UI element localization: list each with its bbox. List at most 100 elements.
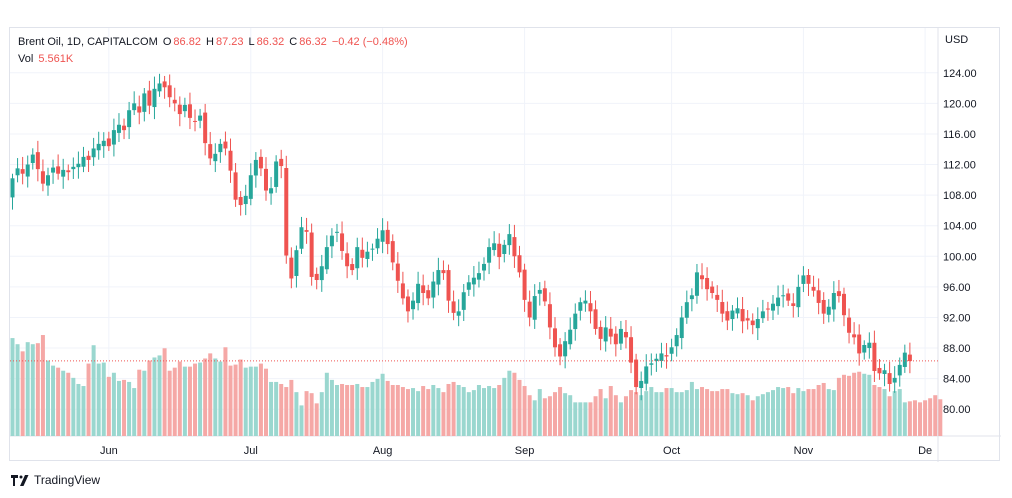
volume-bar bbox=[61, 370, 66, 436]
y-tick-label: 100.00 bbox=[943, 251, 977, 263]
volume-label: Vol bbox=[18, 53, 34, 65]
candle-body bbox=[340, 233, 345, 251]
volume-bar bbox=[532, 400, 537, 436]
candle-body bbox=[319, 266, 324, 281]
candle-body bbox=[826, 306, 831, 315]
candle-body bbox=[213, 153, 218, 162]
candle-body bbox=[142, 93, 147, 112]
volume-bar bbox=[238, 359, 243, 436]
candle-body bbox=[502, 244, 507, 255]
candle-body bbox=[669, 347, 674, 354]
candle-body bbox=[451, 301, 456, 313]
volume-bar bbox=[51, 365, 56, 436]
tradingview-attribution[interactable]: TradingView bbox=[11, 473, 100, 487]
candle-body bbox=[476, 273, 481, 280]
x-tick-label: Aug bbox=[373, 445, 393, 457]
candle-body bbox=[294, 250, 299, 276]
y-tick-label: 116.00 bbox=[943, 129, 976, 141]
volume-bar bbox=[634, 392, 639, 436]
volume-bar bbox=[821, 382, 826, 436]
volume-bar bbox=[720, 389, 725, 436]
volume-bar bbox=[552, 392, 557, 436]
candle-body bbox=[390, 241, 395, 263]
close-label: C bbox=[289, 36, 298, 48]
volume-bar bbox=[355, 383, 360, 436]
candle-body bbox=[547, 304, 552, 328]
volume-bar bbox=[497, 385, 502, 436]
tradingview-logo-icon bbox=[11, 474, 29, 486]
candle-body bbox=[689, 295, 694, 300]
volume-bar bbox=[370, 381, 375, 436]
volume-bar bbox=[390, 385, 395, 436]
x-tick-label: De bbox=[918, 445, 932, 457]
volume-bar bbox=[710, 391, 715, 436]
candle-body bbox=[578, 302, 583, 311]
volume-bar bbox=[796, 388, 801, 436]
candle-body bbox=[760, 311, 765, 319]
volume-bar bbox=[623, 396, 628, 436]
volume-bar bbox=[603, 398, 608, 436]
volume-bar bbox=[644, 391, 649, 436]
candle-body bbox=[674, 335, 679, 347]
volume-bar bbox=[137, 369, 142, 436]
volume-bar bbox=[10, 338, 15, 436]
volume-bar bbox=[400, 387, 405, 436]
volume-bar bbox=[897, 389, 902, 436]
candle-body bbox=[659, 353, 664, 362]
candle-body bbox=[568, 329, 573, 345]
volume-bar bbox=[426, 389, 431, 436]
candle-body bbox=[96, 143, 101, 151]
candle-body bbox=[71, 166, 76, 170]
volume-bar bbox=[172, 367, 177, 436]
volume-bar bbox=[887, 396, 892, 436]
volume-bar bbox=[608, 386, 613, 436]
candle-body bbox=[776, 297, 781, 307]
candle-body bbox=[15, 168, 20, 176]
candle-body bbox=[421, 285, 426, 293]
volume-bar bbox=[735, 394, 740, 436]
volume-bar bbox=[654, 392, 659, 436]
candle-body bbox=[147, 90, 152, 106]
candle-body bbox=[436, 270, 441, 285]
candle-body bbox=[172, 99, 177, 104]
volume-bar bbox=[451, 381, 456, 436]
candlestick-chart[interactable]: 124.00 120.00 116.00 112.00 108.00 104.00 100.… bbox=[10, 28, 1001, 462]
chart-frame[interactable]: 124.00 120.00 116.00 112.00 108.00 104.00 100.… bbox=[9, 27, 1001, 462]
candle-body bbox=[877, 367, 882, 374]
candle-body bbox=[892, 377, 897, 383]
volume-bar bbox=[669, 388, 674, 436]
volume-bar bbox=[76, 383, 81, 436]
candle-body bbox=[116, 124, 121, 133]
candle-body bbox=[385, 229, 390, 245]
volume-bar bbox=[684, 390, 689, 436]
volume-bar bbox=[588, 402, 593, 436]
volume-bar bbox=[912, 400, 917, 436]
volume-bar bbox=[71, 377, 76, 436]
volume-bar bbox=[826, 389, 831, 436]
volume-bar bbox=[198, 362, 203, 436]
candle-body bbox=[243, 195, 248, 205]
candle-body bbox=[81, 156, 86, 167]
candle-body bbox=[796, 286, 801, 308]
volume-bar bbox=[694, 389, 699, 436]
volume-bar bbox=[81, 386, 86, 436]
volume-bar bbox=[431, 385, 436, 436]
open-label: O bbox=[162, 36, 172, 48]
candle-body bbox=[56, 166, 61, 174]
candle-body bbox=[431, 281, 436, 298]
candle-body bbox=[106, 138, 111, 147]
candle-body bbox=[771, 303, 775, 311]
y-tick-label: 112.00 bbox=[943, 160, 976, 172]
candle-body bbox=[461, 292, 466, 310]
candle-body bbox=[345, 253, 350, 267]
volume-bar bbox=[340, 383, 345, 436]
candle-body bbox=[167, 85, 172, 98]
volume-bar bbox=[101, 362, 106, 436]
y-tick-label: 104.00 bbox=[943, 221, 977, 233]
low-value: 86.32 bbox=[256, 36, 285, 48]
candle-body bbox=[649, 363, 654, 365]
candle-body bbox=[821, 299, 826, 314]
candle-body bbox=[370, 248, 375, 250]
volume-bar bbox=[923, 400, 928, 436]
candle-body bbox=[745, 318, 750, 321]
